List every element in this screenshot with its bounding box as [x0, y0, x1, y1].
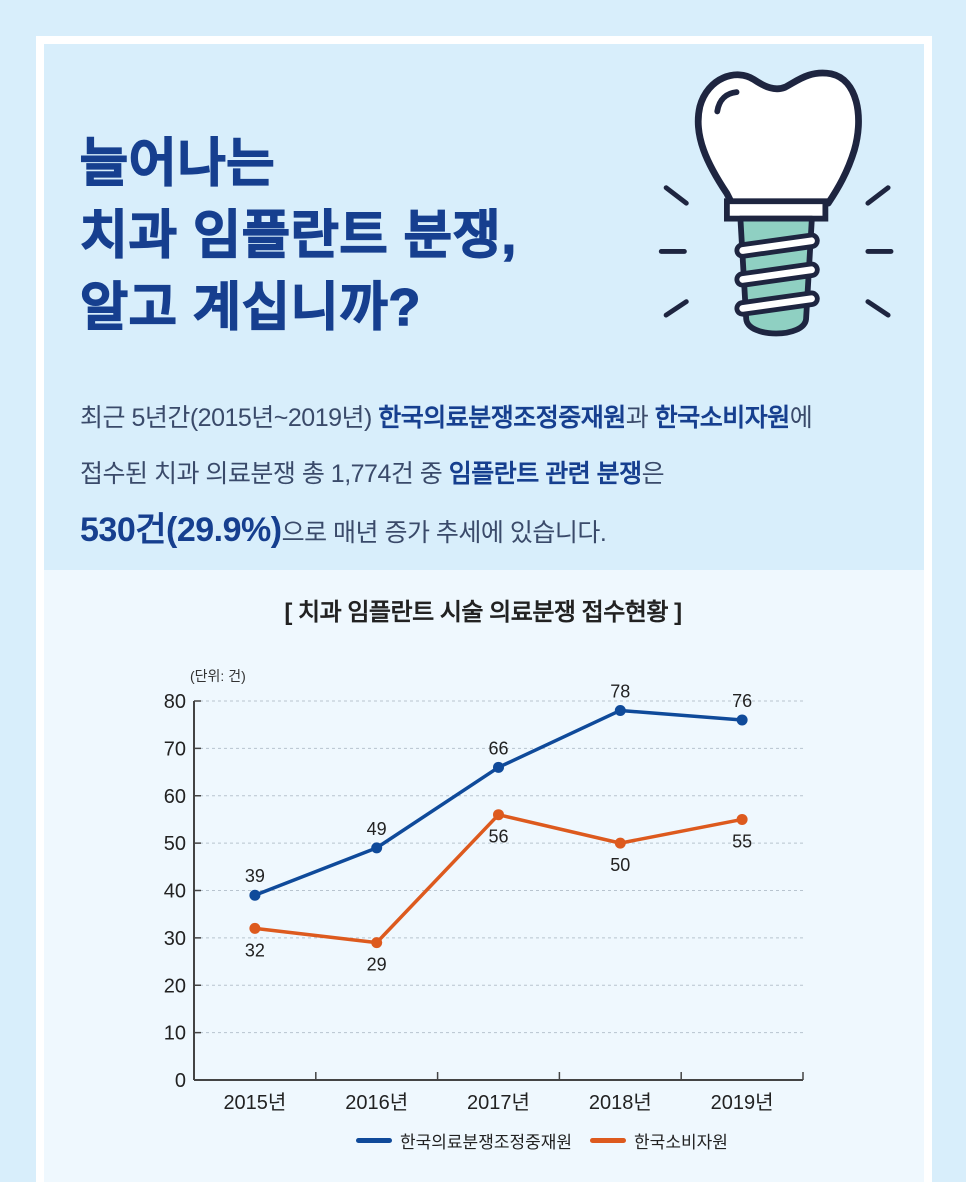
implant-disputes-emphasis: 임플란트 관련 분쟁 — [448, 460, 642, 488]
chart-title: [ 치과 임플란트 시술 의료분쟁 접수현황 ] — [284, 599, 682, 626]
headline: 늘어나는 치과 임플란트 분쟁, 알고 계십니까? — [79, 128, 518, 344]
description-line-3: 530건(29.9%)으로 매년 증가 추세에 있습니다. — [80, 511, 607, 549]
legend-swatch-blue — [356, 1138, 392, 1143]
org-kmdmac: 한국의료분쟁조정중재원 — [378, 404, 626, 432]
implant-dispute-count: 530건(29.9%) — [80, 511, 282, 549]
chart-legend: 한국의료분쟁조정중재원 한국소비자원 — [356, 1128, 746, 1153]
headline-line-3: 알고 계십니까? — [79, 278, 422, 338]
legend-item-kmdmac: 한국의료분쟁조정중재원 — [356, 1128, 572, 1153]
headline-line-1: 늘어나는 — [79, 134, 276, 194]
description-line-1: 최근 5년간(2015년~2019년) 한국의료분쟁조정중재원과 한국소비자원에 — [80, 404, 813, 432]
legend-item-kca: 한국소비자원 — [590, 1128, 728, 1153]
chart-panel — [44, 570, 924, 1182]
description-line-2: 접수된 치과 의료분쟁 총 1,774건 중 임플란트 관련 분쟁은 — [80, 460, 665, 488]
org-kca: 한국소비자원 — [654, 404, 791, 432]
description: 최근 5년간(2015년~2019년) 한국의료분쟁조정중재원과 한국소비자원에… — [80, 390, 920, 561]
headline-line-2: 치과 임플란트 분쟁, — [79, 206, 518, 266]
legend-swatch-orange — [590, 1138, 627, 1143]
dental-implant-icon — [658, 69, 894, 337]
